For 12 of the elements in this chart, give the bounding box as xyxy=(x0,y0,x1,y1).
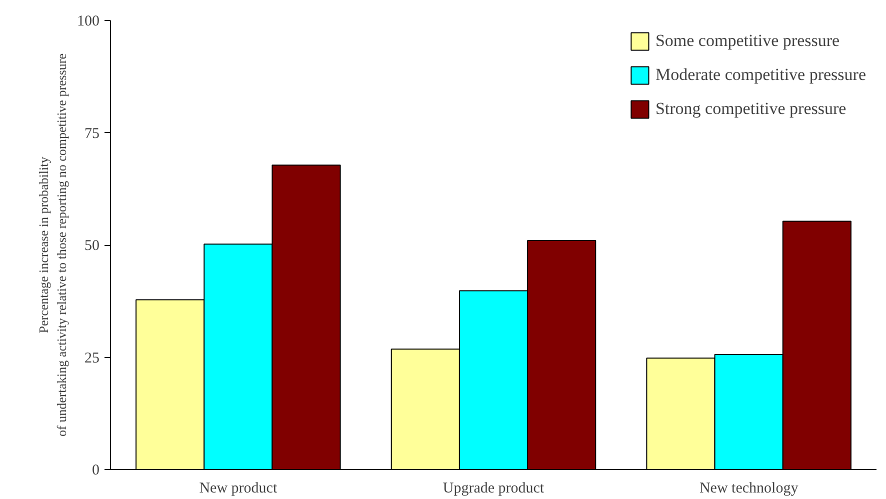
legend-label: Strong competitive pressure xyxy=(655,99,846,119)
y-tick-label: 50 xyxy=(84,238,100,254)
y-tick-label: 75 xyxy=(84,126,100,142)
legend-label: Moderate competitive pressure xyxy=(655,65,866,85)
x-tick-label: New technology xyxy=(699,480,799,496)
x-tick-label: New product xyxy=(199,480,278,496)
x-tick-label: Upgrade product xyxy=(442,480,545,496)
y-tick-label: 100 xyxy=(77,14,100,30)
y-tick-label: 0 xyxy=(92,462,100,478)
y-axis-title: Percentage increase in probability of undertaking activity relative to those reporting no competitive pressure xyxy=(36,53,69,437)
legend-label: Some competitive pressure xyxy=(655,31,840,51)
y-tick-label: 25 xyxy=(84,350,100,366)
